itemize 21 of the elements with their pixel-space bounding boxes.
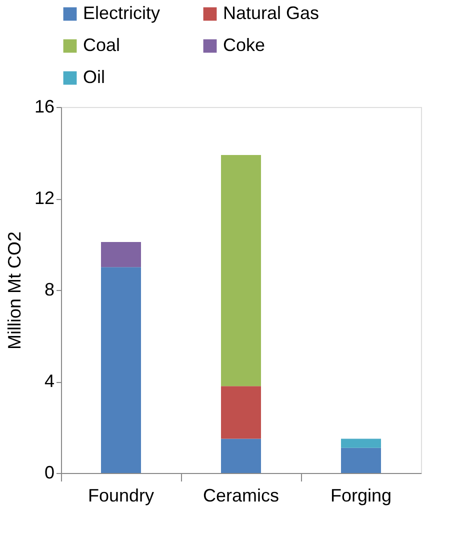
- legend-label: Natural Gas: [223, 3, 320, 23]
- bar: [101, 267, 141, 473]
- legend-label: Electricity: [83, 3, 160, 23]
- legend-label: Coke: [223, 35, 266, 55]
- y-axis-title: Million Mt CO2: [4, 231, 24, 350]
- legend-label: Oil: [83, 67, 105, 87]
- x-tick-label: Ceramics: [202, 486, 280, 506]
- x-tick-label: Foundry: [88, 486, 154, 506]
- bar: [221, 155, 261, 386]
- y-tick-label: 0: [44, 462, 54, 482]
- y-tick-label: 16: [34, 96, 54, 116]
- y-tick-label: 12: [34, 188, 54, 208]
- y-tick-label: 8: [44, 280, 54, 300]
- bar: [101, 242, 141, 268]
- x-tick-label: Forging: [330, 486, 392, 506]
- bar: [341, 438, 381, 448]
- legend-label: Coal: [83, 35, 120, 55]
- bar: [221, 438, 261, 473]
- bar: [341, 448, 381, 473]
- bar: [221, 386, 261, 439]
- y-tick-label: 4: [44, 371, 54, 391]
